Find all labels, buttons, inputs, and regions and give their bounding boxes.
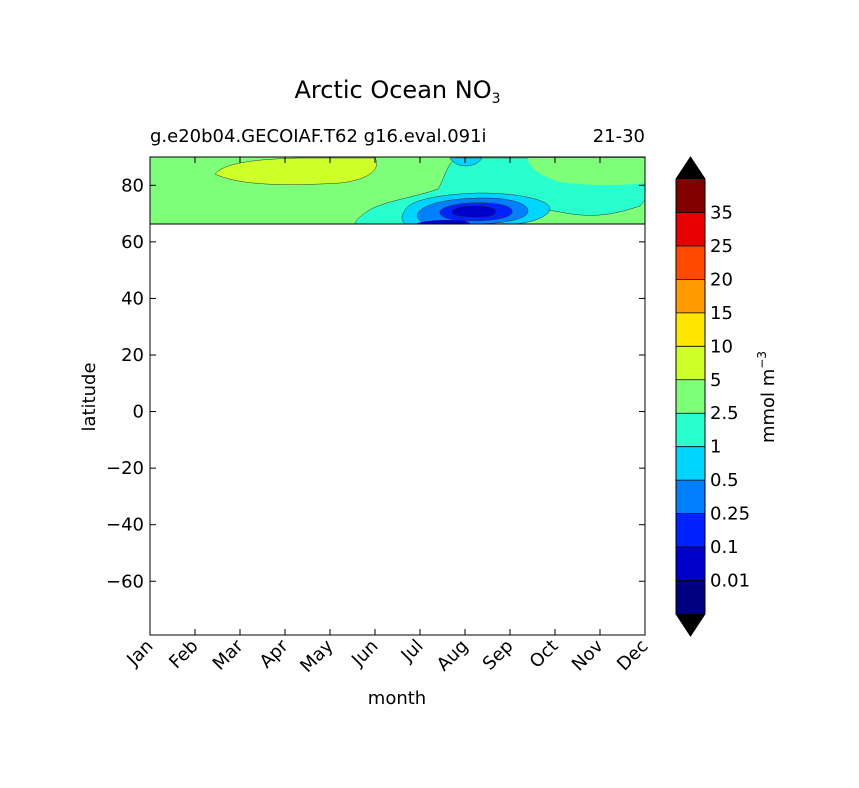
chart-title: Arctic Ocean NO3: [294, 76, 501, 107]
contour-level-5-10: [214, 157, 377, 185]
plot-frame: [149, 156, 646, 636]
x-tick-label: Feb: [165, 636, 202, 673]
colorbar-segment: [676, 179, 705, 213]
x-axis-label: month: [368, 688, 426, 709]
x-tick-label: Aug: [433, 636, 473, 676]
colorbar-segment: [676, 580, 705, 614]
x-tick-label: Jan: [122, 636, 157, 671]
colorbar-tick-label: 20: [710, 269, 733, 290]
colorbar-tick-label: 2.5: [710, 403, 739, 424]
contour-level-1-2p5-right: [528, 158, 645, 186]
colorbar-segment: [676, 413, 705, 447]
y-tick-label: 80: [121, 175, 144, 196]
colorbar-segment: [676, 279, 705, 313]
x-tick-label: Jun: [347, 636, 382, 671]
x-tick-label: Nov: [568, 635, 608, 675]
colorbar-label: mmol m−3: [755, 351, 779, 443]
x-axis: Jan Feb Mar Apr May Jun Jul Aug Sep Oct Nov Dec: [122, 157, 653, 677]
colorbar-segment: [676, 480, 705, 514]
colorbar-tick-label: 0.1: [710, 537, 739, 558]
colorbar-outline: [675, 156, 706, 637]
y-tick-label: −20: [106, 458, 144, 479]
x-tick-label: Sep: [479, 636, 518, 675]
colorbar-segment: [676, 446, 705, 481]
contour-level-0p01-0p1: [451, 205, 497, 218]
contour-field: [150, 157, 645, 224]
run-id-label: g.e20b04.GECOIAF.T62 g16.eval.091i: [150, 126, 487, 147]
y-tick-label: 60: [121, 232, 144, 253]
colorbar-tick-label: 1: [710, 437, 721, 458]
colorbar-segment: [676, 513, 705, 548]
colorbar-tick-label: 10: [710, 336, 733, 357]
y-tick-label: −40: [106, 515, 144, 536]
colorbar-segment: [676, 212, 705, 246]
colorbar-tick-label: 15: [710, 303, 733, 324]
year-range-label: 21-30: [592, 126, 645, 147]
colorbar-tick-label: 35: [710, 202, 733, 223]
y-axis-label: latitude: [79, 362, 100, 431]
colorbar-segment: [676, 547, 705, 581]
x-tick-label: May: [296, 635, 337, 676]
x-tick-label: Dec: [613, 636, 652, 675]
contour-level-0p5-1-top: [449, 157, 483, 167]
colorbar: 0.01 0.1 0.25 0.5 1 2.5 5 10 15 20 25 35: [675, 156, 750, 637]
y-axis: 80 60 40 20 0 −20 −40 −60: [106, 175, 645, 592]
colorbar-tick-label: 25: [710, 236, 733, 257]
colorbar-segment: [676, 312, 705, 347]
x-tick-label: Jul: [397, 636, 428, 667]
colorbar-tick-label: 0.5: [710, 470, 739, 491]
colorbar-extend-max: [676, 157, 705, 179]
y-tick-label: −60: [106, 571, 144, 592]
colorbar-segment: [676, 346, 705, 380]
x-tick-label: Mar: [209, 635, 248, 674]
colorbar-extend-min: [676, 614, 705, 636]
y-tick-label: 40: [121, 288, 144, 309]
contour-level-bottom-0p1: [415, 220, 470, 224]
colorbar-tick-label: 0.25: [710, 504, 750, 525]
colorbar-segment: [676, 379, 705, 414]
y-tick-label: 20: [121, 345, 144, 366]
colorbar-segment: [676, 245, 705, 280]
x-tick-label: Apr: [256, 635, 293, 672]
colorbar-tick-label: 5: [710, 370, 721, 391]
y-tick-label: 0: [133, 402, 144, 423]
x-tick-label: Oct: [526, 636, 563, 673]
colorbar-tick-label: 0.01: [710, 571, 750, 592]
